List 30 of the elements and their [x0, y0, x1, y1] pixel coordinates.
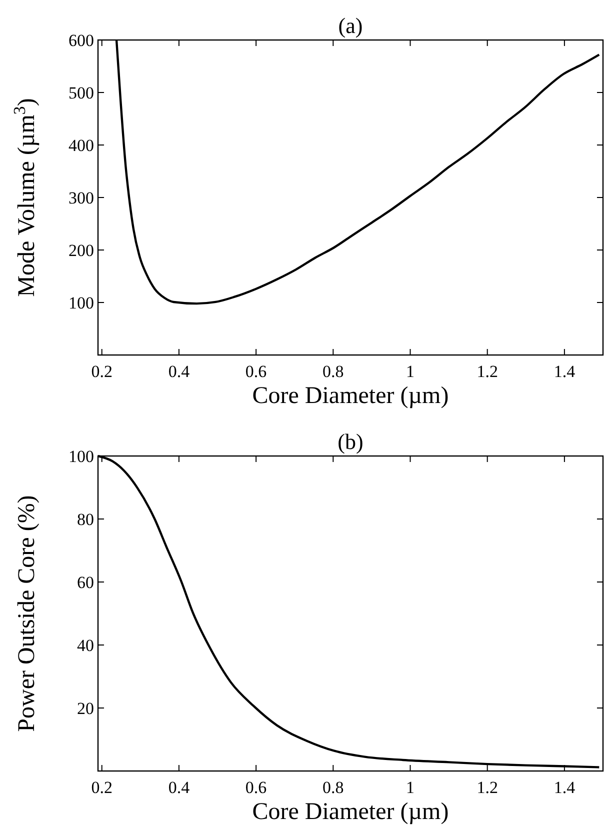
x-tick-label: 1.2: [476, 778, 498, 797]
x-tick-label: 0.8: [322, 778, 344, 797]
y-tick-label: 100: [68, 293, 94, 312]
y-tick-label: 80: [77, 510, 94, 529]
x-tick-label: 0.4: [168, 362, 190, 381]
x-tick-label: 0.6: [245, 362, 267, 381]
y-tick-label: 300: [68, 188, 94, 208]
x-tick-label: 0.4: [168, 778, 190, 797]
y-axis-title: Power Outside Core (%): [14, 495, 40, 732]
x-axis-title: Core Diameter (µm): [252, 799, 449, 825]
x-axis-title: Core Diameter (µm): [252, 383, 449, 409]
x-tick-label: 1: [406, 362, 414, 381]
y-tick-label: 40: [77, 636, 94, 655]
x-tick-label: 1.4: [554, 362, 576, 381]
y-tick-label: 600: [68, 30, 94, 50]
x-tick-label: 1.2: [476, 362, 498, 381]
y-tick-label: 500: [68, 83, 94, 102]
chart-title: (b): [338, 429, 364, 454]
y-tick-label: 400: [68, 136, 94, 155]
y-tick-label: 100: [68, 446, 94, 466]
x-tick-label: 0.8: [322, 362, 344, 381]
y-tick-label: 60: [77, 572, 94, 592]
y-tick-label: 20: [77, 698, 94, 718]
x-tick-label: 0.2: [91, 362, 112, 381]
chart-title: (a): [338, 13, 363, 38]
x-tick-label: 0.6: [245, 778, 267, 797]
y-tick-label: 200: [68, 240, 94, 260]
x-tick-label: 1: [406, 778, 414, 797]
x-tick-label: 1.4: [554, 778, 576, 797]
x-tick-label: 0.2: [91, 778, 112, 797]
